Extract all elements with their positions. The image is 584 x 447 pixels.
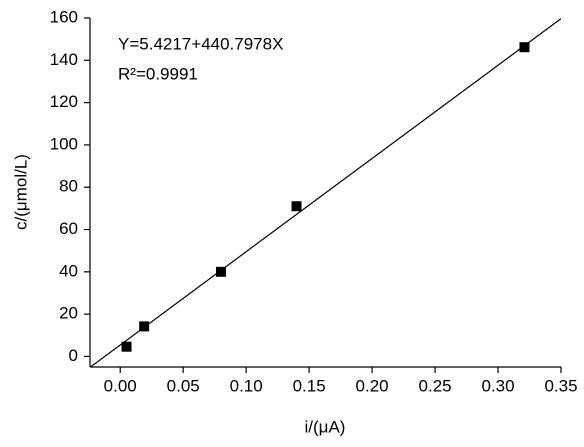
y-tick-label: 20 [59,304,78,323]
x-tick-label: 0.05 [167,376,200,395]
plot-area [90,18,561,367]
y-tick-label: 80 [59,177,78,196]
x-tick-label: 0.10 [230,376,263,395]
y-tick-label: 160 [50,7,78,26]
data-point [215,266,226,277]
x-tick-label: 0.35 [544,376,577,395]
x-tick-label: 0.20 [356,376,389,395]
y-tick-label: 60 [59,219,78,238]
annotation: R²=0.9991 [118,64,198,83]
data-point [121,341,132,352]
y-tick-label: 100 [50,134,78,153]
annotation: Y=5.4217+440.7978X [118,34,283,53]
data-point [519,42,530,53]
y-axis-label: c/(μmol/L) [11,154,30,230]
x-tick-label: 0.00 [104,376,137,395]
y-tick-label: 0 [69,346,78,365]
y-tick-label: 140 [50,50,78,69]
x-axis-label: i/(μA) [305,417,346,436]
x-tick-label: 0.15 [293,376,326,395]
x-tick-label: 0.25 [419,376,452,395]
data-point [291,201,302,212]
x-tick-label: 0.30 [481,376,514,395]
y-tick-label: 120 [50,92,78,111]
y-tick-label: 40 [59,261,78,280]
fit-line [90,18,561,367]
data-point [139,321,150,332]
